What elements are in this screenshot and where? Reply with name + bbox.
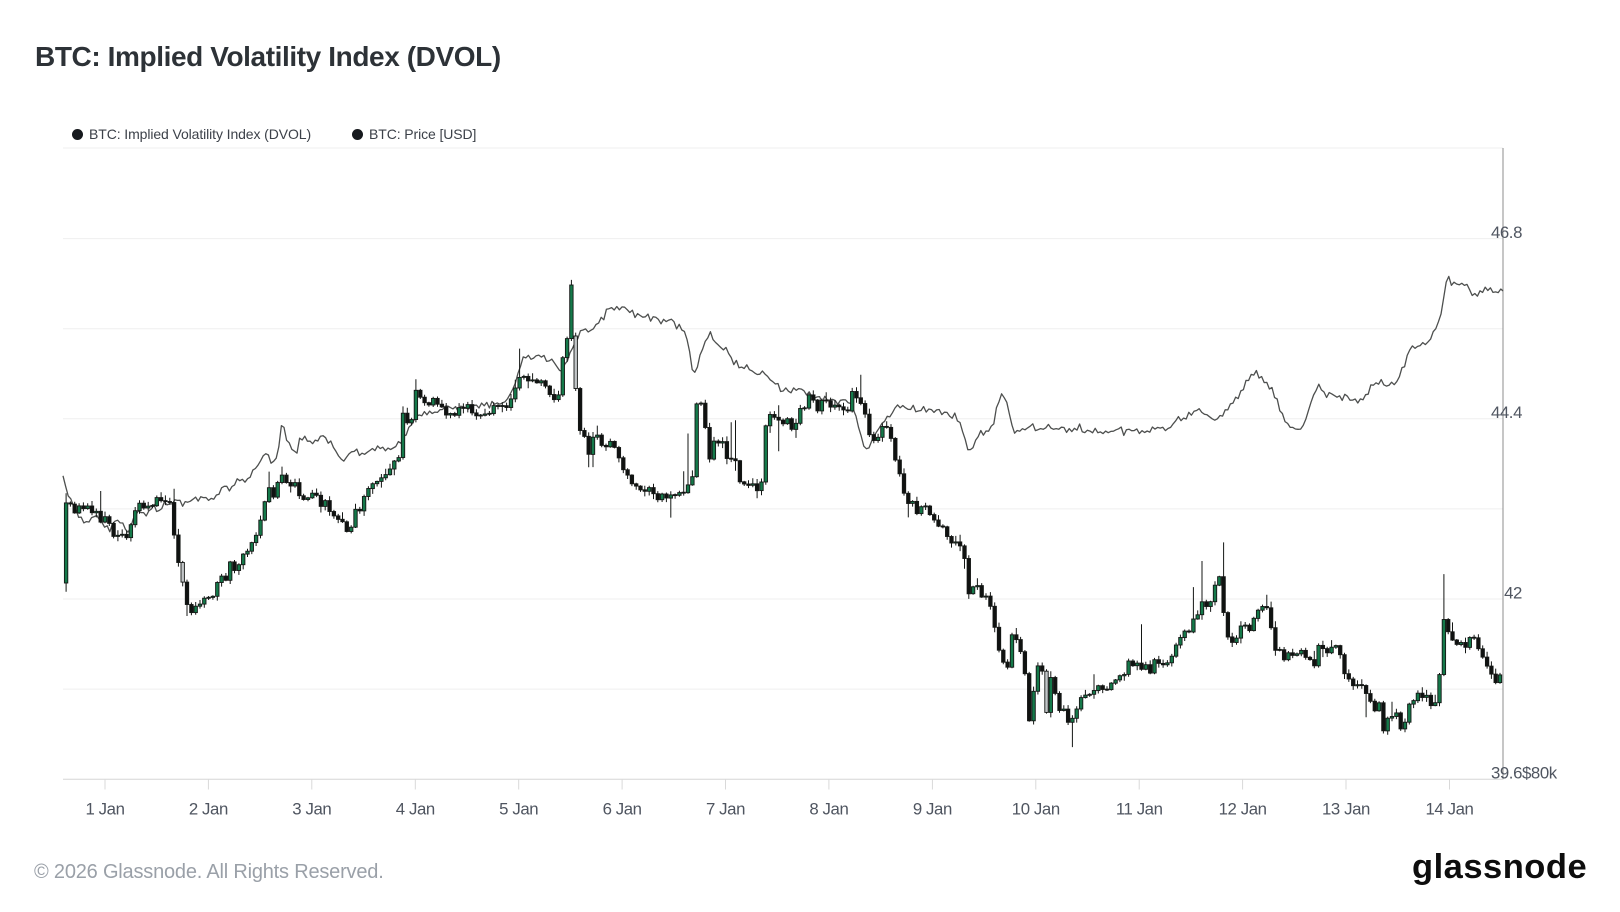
svg-text:46.8: 46.8 <box>1491 223 1522 242</box>
svg-text:42: 42 <box>1504 583 1522 602</box>
svg-text:8 Jan: 8 Jan <box>809 800 848 819</box>
svg-text:4 Jan: 4 Jan <box>396 800 435 819</box>
svg-text:12 Jan: 12 Jan <box>1219 800 1267 819</box>
svg-text:7 Jan: 7 Jan <box>706 800 745 819</box>
svg-text:13 Jan: 13 Jan <box>1322 800 1370 819</box>
svg-text:3 Jan: 3 Jan <box>292 800 331 819</box>
svg-text:6 Jan: 6 Jan <box>603 800 642 819</box>
svg-text:$80k: $80k <box>1522 764 1558 783</box>
svg-text:14 Jan: 14 Jan <box>1426 800 1474 819</box>
svg-text:11 Jan: 11 Jan <box>1116 800 1163 819</box>
svg-text:44.4: 44.4 <box>1491 403 1522 422</box>
svg-text:5 Jan: 5 Jan <box>499 800 538 819</box>
svg-text:1 Jan: 1 Jan <box>85 800 124 819</box>
svg-text:2 Jan: 2 Jan <box>189 800 228 819</box>
svg-text:9 Jan: 9 Jan <box>913 800 952 819</box>
svg-text:39.6: 39.6 <box>1491 764 1522 783</box>
svg-text:10 Jan: 10 Jan <box>1012 800 1060 819</box>
